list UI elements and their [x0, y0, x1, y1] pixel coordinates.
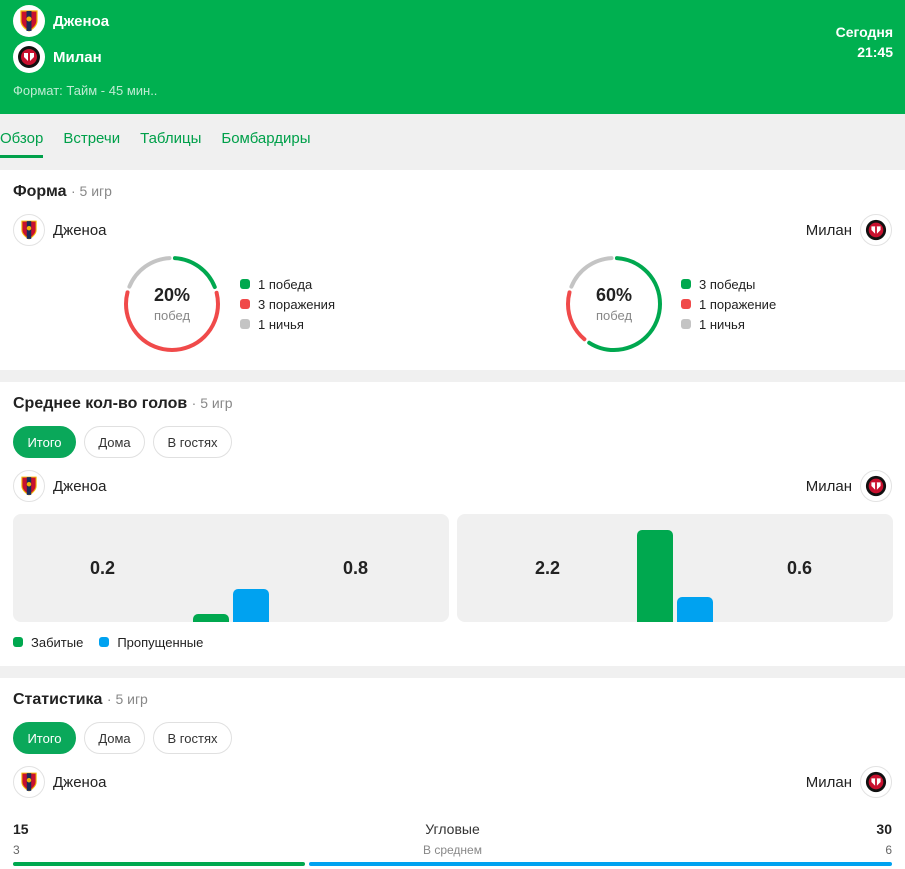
away-conceded-bar — [677, 597, 713, 622]
goals-filter-total[interactable]: Итого — [13, 426, 76, 458]
stats-filter-home[interactable]: Дома — [84, 722, 145, 754]
stats-home-team-name: Дженоа — [53, 773, 107, 791]
corners-away-total: 30 — [876, 821, 892, 837]
loss-dot-icon — [240, 299, 250, 309]
tab-bar: Обзор Встречи Таблицы Бомбардиры — [0, 114, 905, 170]
tab-tables[interactable]: Таблицы — [140, 130, 202, 147]
away-win-pct: 60% — [595, 285, 633, 305]
goals-legend: Забитые Пропущенные — [13, 632, 203, 652]
loss-segment — [124, 256, 220, 352]
legend-conceded: Пропущенные — [99, 632, 203, 652]
goals-away-team[interactable]: Милан — [806, 470, 892, 502]
away-win-pct-label: побед — [595, 308, 633, 323]
milan-logo-icon — [860, 766, 892, 798]
corners-home-avg: 3 — [13, 843, 20, 857]
header-home-team[interactable]: Дженоа — [13, 5, 109, 37]
tab-scorers[interactable]: Бомбардиры — [221, 130, 311, 147]
goals-subtitle: · 5 игр — [191, 395, 233, 411]
away-scored-value: 2.2 — [535, 558, 561, 578]
match-kickoff-time: 21:45 — [857, 44, 893, 60]
home-form-legend: 1 победа 3 поражения 1 ничья — [240, 274, 335, 334]
stats-subtitle: · 5 игр — [106, 691, 148, 707]
tab-meetings[interactable]: Встречи — [63, 130, 121, 147]
conceded-dot-icon — [99, 637, 110, 647]
goals-away-team-name: Милан — [805, 477, 852, 495]
match-day: Сегодня — [835, 24, 893, 40]
stats-title: Статистика · 5 игр — [13, 691, 148, 709]
goals-filter-away[interactable]: В гостях — [153, 426, 232, 458]
legend-losses: 3 поражения — [240, 294, 335, 314]
home-conceded-bar — [233, 589, 269, 622]
legend-draws: 1 ничья — [681, 314, 776, 334]
milan-logo-icon — [860, 470, 892, 502]
corners-label: Угловые — [425, 821, 480, 837]
form-away-team[interactable]: Милан — [806, 214, 892, 246]
win-dot-icon — [240, 279, 250, 289]
goals-filter-home[interactable]: Дома — [84, 426, 145, 458]
win-dot-icon — [681, 279, 691, 289]
stats-filter-away[interactable]: В гостях — [153, 722, 232, 754]
home-win-pct-label: побед — [153, 308, 191, 323]
tab-overview[interactable]: Обзор — [0, 114, 44, 158]
stats-card — [0, 678, 905, 869]
match-time: Сегодня 21:45 — [836, 22, 893, 62]
milan-logo-icon — [860, 214, 892, 246]
legend-losses: 1 поражение — [681, 294, 776, 314]
home-form-donut: 20% побед — [122, 254, 222, 354]
loss-dot-icon — [681, 299, 691, 309]
scored-dot-icon — [13, 637, 23, 647]
form-title-text: Форма — [13, 183, 67, 200]
form-title: Форма · 5 игр — [13, 183, 112, 201]
form-away-team-name: Милан — [805, 221, 852, 239]
home-goals-chart: 0.2 0.8 — [13, 514, 449, 622]
corners-home-total: 15 — [13, 821, 29, 837]
home-conceded-value: 0.8 — [343, 558, 369, 578]
goals-title: Среднее кол-во голов · 5 игр — [13, 395, 233, 413]
corners-home-bar — [13, 862, 305, 866]
home-scored-value: 0.2 — [90, 558, 116, 578]
away-conceded-value: 0.6 — [787, 558, 813, 578]
milan-logo-icon — [13, 41, 45, 73]
home-form-donut-chart — [124, 256, 220, 352]
genoa-logo-icon — [13, 5, 45, 37]
corners-away-avg: 6 — [885, 843, 892, 857]
stats-title-text: Статистика — [13, 691, 103, 708]
loss-segment — [566, 256, 662, 352]
goals-home-team-name: Дженоа — [53, 477, 107, 495]
home-scored-bar — [193, 614, 229, 622]
stats-home-team[interactable]: Дженоа — [13, 766, 107, 798]
corners-away-bar — [309, 862, 892, 866]
away-form-donut: 60% побед — [564, 254, 664, 354]
corners-avg-label: В среднем — [423, 843, 482, 857]
legend-wins: 1 победа — [240, 274, 335, 294]
match-format: Формат: Тайм - 45 мин.. — [13, 83, 158, 98]
draw-dot-icon — [240, 319, 250, 329]
legend-wins: 3 победы — [681, 274, 776, 294]
away-form-donut-chart — [566, 256, 662, 352]
form-home-team[interactable]: Дженоа — [13, 214, 107, 246]
away-form-legend: 3 победы 1 поражение 1 ничья — [681, 274, 776, 334]
win-segment — [566, 256, 662, 352]
form-subtitle: · 5 игр — [70, 183, 112, 199]
draw-dot-icon — [681, 319, 691, 329]
genoa-logo-icon — [13, 214, 45, 246]
header-away-team[interactable]: Милан — [13, 41, 102, 73]
genoa-logo-icon — [13, 470, 45, 502]
stats-away-team-name: Милан — [805, 773, 852, 791]
genoa-logo-icon — [13, 766, 45, 798]
goals-home-team[interactable]: Дженоа — [13, 470, 107, 502]
form-card — [0, 170, 905, 370]
header-away-team-name: Милан — [53, 48, 102, 66]
legend-scored: Забитые — [13, 632, 83, 652]
away-scored-bar — [637, 530, 673, 622]
stats-away-team[interactable]: Милан — [806, 766, 892, 798]
header-home-team-name: Дженоа — [53, 12, 110, 30]
match-header: Дженоа Милан Формат: Тайм - 45 мин.. Сег… — [0, 0, 905, 114]
goals-title-text: Среднее кол-во голов — [13, 395, 188, 412]
away-goals-chart: 2.2 0.6 — [457, 514, 893, 622]
form-home-team-name: Дженоа — [53, 221, 107, 239]
legend-draws: 1 ничья — [240, 314, 335, 334]
home-win-pct: 20% — [153, 285, 191, 305]
stats-filter-total[interactable]: Итого — [13, 722, 76, 754]
